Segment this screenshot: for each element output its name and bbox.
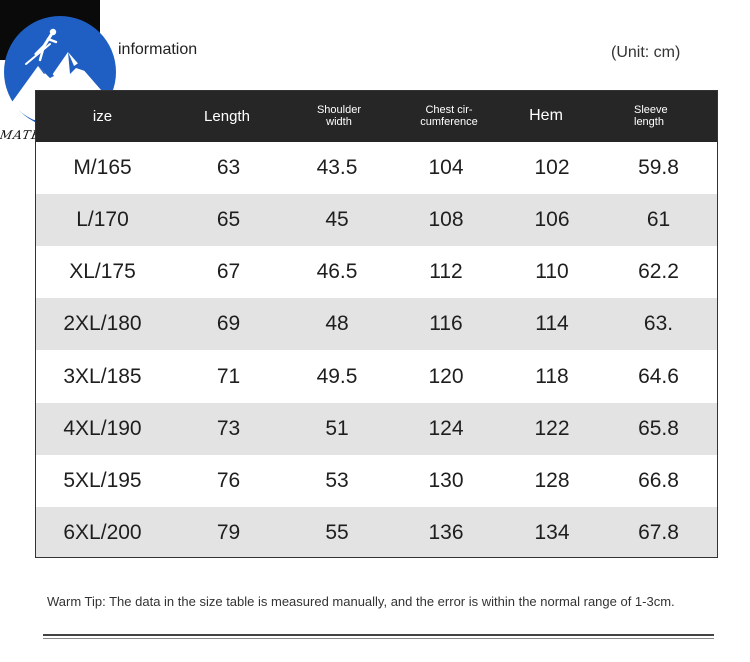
footer-divider-thin xyxy=(43,638,714,639)
size-cell: M/165 xyxy=(73,156,132,179)
sleeve-cell: 64.6 xyxy=(638,365,679,388)
column-header-hem: Hem xyxy=(529,107,563,125)
hem-cell: 128 xyxy=(534,469,570,492)
length-cell: 69 xyxy=(216,312,241,335)
shoulder-line-2: width xyxy=(326,115,352,128)
chest-cell: 104 xyxy=(428,156,464,179)
shoulder-cell: 55 xyxy=(325,521,349,544)
size-cell: L/170 xyxy=(76,208,129,231)
sleeve-cell: 61 xyxy=(646,208,671,231)
length-cell: 76 xyxy=(216,469,241,492)
length-cell: 79 xyxy=(216,521,241,544)
column-header-shoulder-width: Shoulder width xyxy=(285,91,393,142)
length-cell: 71 xyxy=(216,365,241,388)
hem-cell: 118 xyxy=(535,365,569,388)
shoulder-cell: 51 xyxy=(325,417,349,440)
sleeve-line-1: Sleeve xyxy=(634,103,668,116)
warm-tip-note: Warm Tip: The data in the size table is … xyxy=(47,594,675,609)
chest-line-1: Chest cir- xyxy=(425,103,473,116)
table-row: 2XL/180 69 48 116 114 63. xyxy=(36,298,717,350)
footer-divider xyxy=(43,634,714,636)
chest-cell: 130 xyxy=(428,469,464,492)
sleeve-cell: 66.8 xyxy=(638,469,679,492)
chest-cell: 120 xyxy=(428,365,464,388)
shoulder-cell: 48 xyxy=(325,312,349,335)
size-cell: 3XL/185 xyxy=(63,365,142,388)
hem-cell: 114 xyxy=(535,312,569,335)
size-information-title: information xyxy=(118,41,198,58)
chest-cell: 108 xyxy=(428,208,464,231)
size-cell: XL/175 xyxy=(69,260,136,283)
size-cell: 6XL/200 xyxy=(63,521,142,544)
sleeve-cell: 59.8 xyxy=(638,156,679,179)
column-header-size: ize xyxy=(92,107,113,125)
hem-cell: 134 xyxy=(534,521,570,544)
shoulder-cell: 46.5 xyxy=(316,260,358,283)
shoulder-cell: 49.5 xyxy=(316,365,358,388)
column-header-chest-circumference: Chest cir- cumference xyxy=(393,91,505,142)
size-cell: 5XL/195 xyxy=(63,469,142,492)
table-row: M/165 63 43.5 104 102 59.8 xyxy=(36,142,717,194)
chest-cell: 136 xyxy=(428,521,464,544)
shoulder-line-1: Shoulder xyxy=(316,103,362,116)
chest-cell: 124 xyxy=(428,417,464,440)
shoulder-cell: 45 xyxy=(325,208,349,231)
length-cell: 67 xyxy=(216,260,241,283)
chest-cell: 116 xyxy=(429,312,463,335)
table-row: 4XL/190 73 51 124 122 65.8 xyxy=(36,403,717,455)
length-cell: 73 xyxy=(216,417,241,440)
table-row: XL/175 67 46.5 112 110 62.2 xyxy=(36,246,717,298)
column-header-sleeve-length: Sleeve length xyxy=(634,91,714,142)
table-row: 6XL/200 79 55 136 134 67.8 xyxy=(36,507,717,557)
shoulder-cell: 53 xyxy=(325,469,349,492)
size-table: ize Length Shoulder width Chest cir- cum… xyxy=(35,90,718,558)
table-header: ize Length Shoulder width Chest cir- cum… xyxy=(36,91,717,142)
table-row: 5XL/195 76 53 130 128 66.8 xyxy=(36,455,717,507)
hem-cell: 110 xyxy=(535,260,569,283)
size-cell: 4XL/190 xyxy=(63,417,142,440)
sleeve-cell: 62.2 xyxy=(638,260,679,283)
table-row: L/170 65 45 108 106 61 xyxy=(36,194,717,246)
hem-cell: 122 xyxy=(534,417,570,440)
sleeve-cell: 63. xyxy=(643,312,674,335)
length-cell: 63 xyxy=(216,156,241,179)
chest-cell: 112 xyxy=(429,260,463,283)
hem-cell: 102 xyxy=(534,156,570,179)
size-cell: 2XL/180 xyxy=(63,312,142,335)
column-header-length: Length xyxy=(204,107,250,125)
sleeve-line-2: length xyxy=(634,115,664,128)
shoulder-cell: 43.5 xyxy=(316,156,358,179)
hem-cell: 106 xyxy=(534,208,570,231)
unit-label: (Unit: cm) xyxy=(611,44,681,61)
table-row: 3XL/185 71 49.5 120 118 64.6 xyxy=(36,351,717,403)
length-cell: 65 xyxy=(216,208,241,231)
sleeve-cell: 67.8 xyxy=(638,521,679,544)
chest-line-2: cumference xyxy=(420,115,478,128)
sleeve-cell: 65.8 xyxy=(638,417,679,440)
